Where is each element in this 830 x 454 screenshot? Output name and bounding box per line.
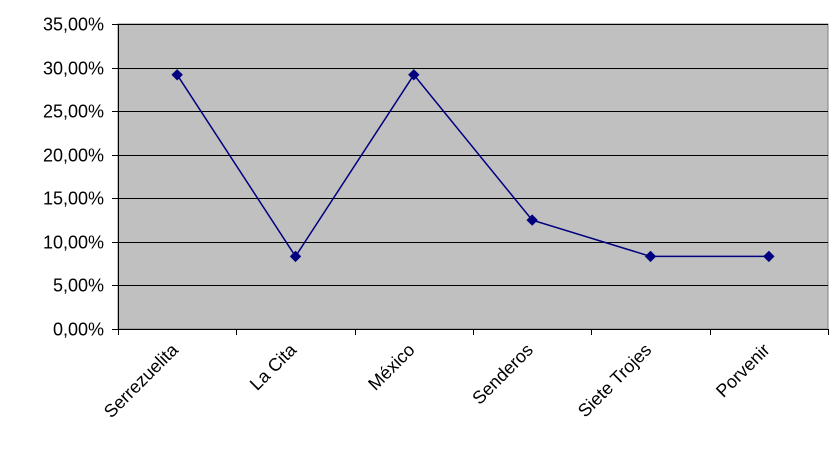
gridlines — [118, 24, 828, 286]
x-tick-label: Siete Trojes — [574, 340, 655, 421]
data-point-marker — [171, 69, 183, 81]
y-tick-label: 35,00% — [43, 15, 104, 35]
plot-area — [117, 23, 829, 330]
series-line — [176, 73, 769, 258]
x-axis-tick-labels: Serrezuelita La Cita México Senderos Siete T… — [100, 339, 774, 422]
x-tick-label: La Cita — [246, 339, 301, 394]
y-tick-label: 10,00% — [43, 233, 104, 253]
data-point-marker — [289, 250, 302, 263]
data-point-marker — [526, 214, 538, 226]
x-tick-label: Senderos — [468, 340, 537, 409]
y-tick-label: 30,00% — [43, 59, 104, 79]
data-point-marker — [763, 250, 775, 263]
y-tick-label: 25,00% — [43, 102, 104, 122]
axes — [118, 24, 829, 335]
y-tick-label: 20,00% — [43, 146, 104, 166]
y-tick-label: 5,00% — [53, 276, 104, 296]
x-tick-label: Serrezuelita — [100, 339, 183, 422]
series-group — [171, 69, 775, 263]
x-tick-label: México — [364, 340, 418, 394]
x-tick-label: Porvenir — [712, 340, 774, 402]
data-point-marker — [644, 250, 657, 263]
y-axis-tick-labels: 0,00% 5,00% 10,00% 15,00% 20,00% 25,00% 30,00%… — [43, 15, 118, 340]
data-point-marker — [408, 69, 420, 81]
y-tick-label: 0,00% — [53, 320, 104, 340]
y-tick-label: 15,00% — [43, 189, 104, 209]
